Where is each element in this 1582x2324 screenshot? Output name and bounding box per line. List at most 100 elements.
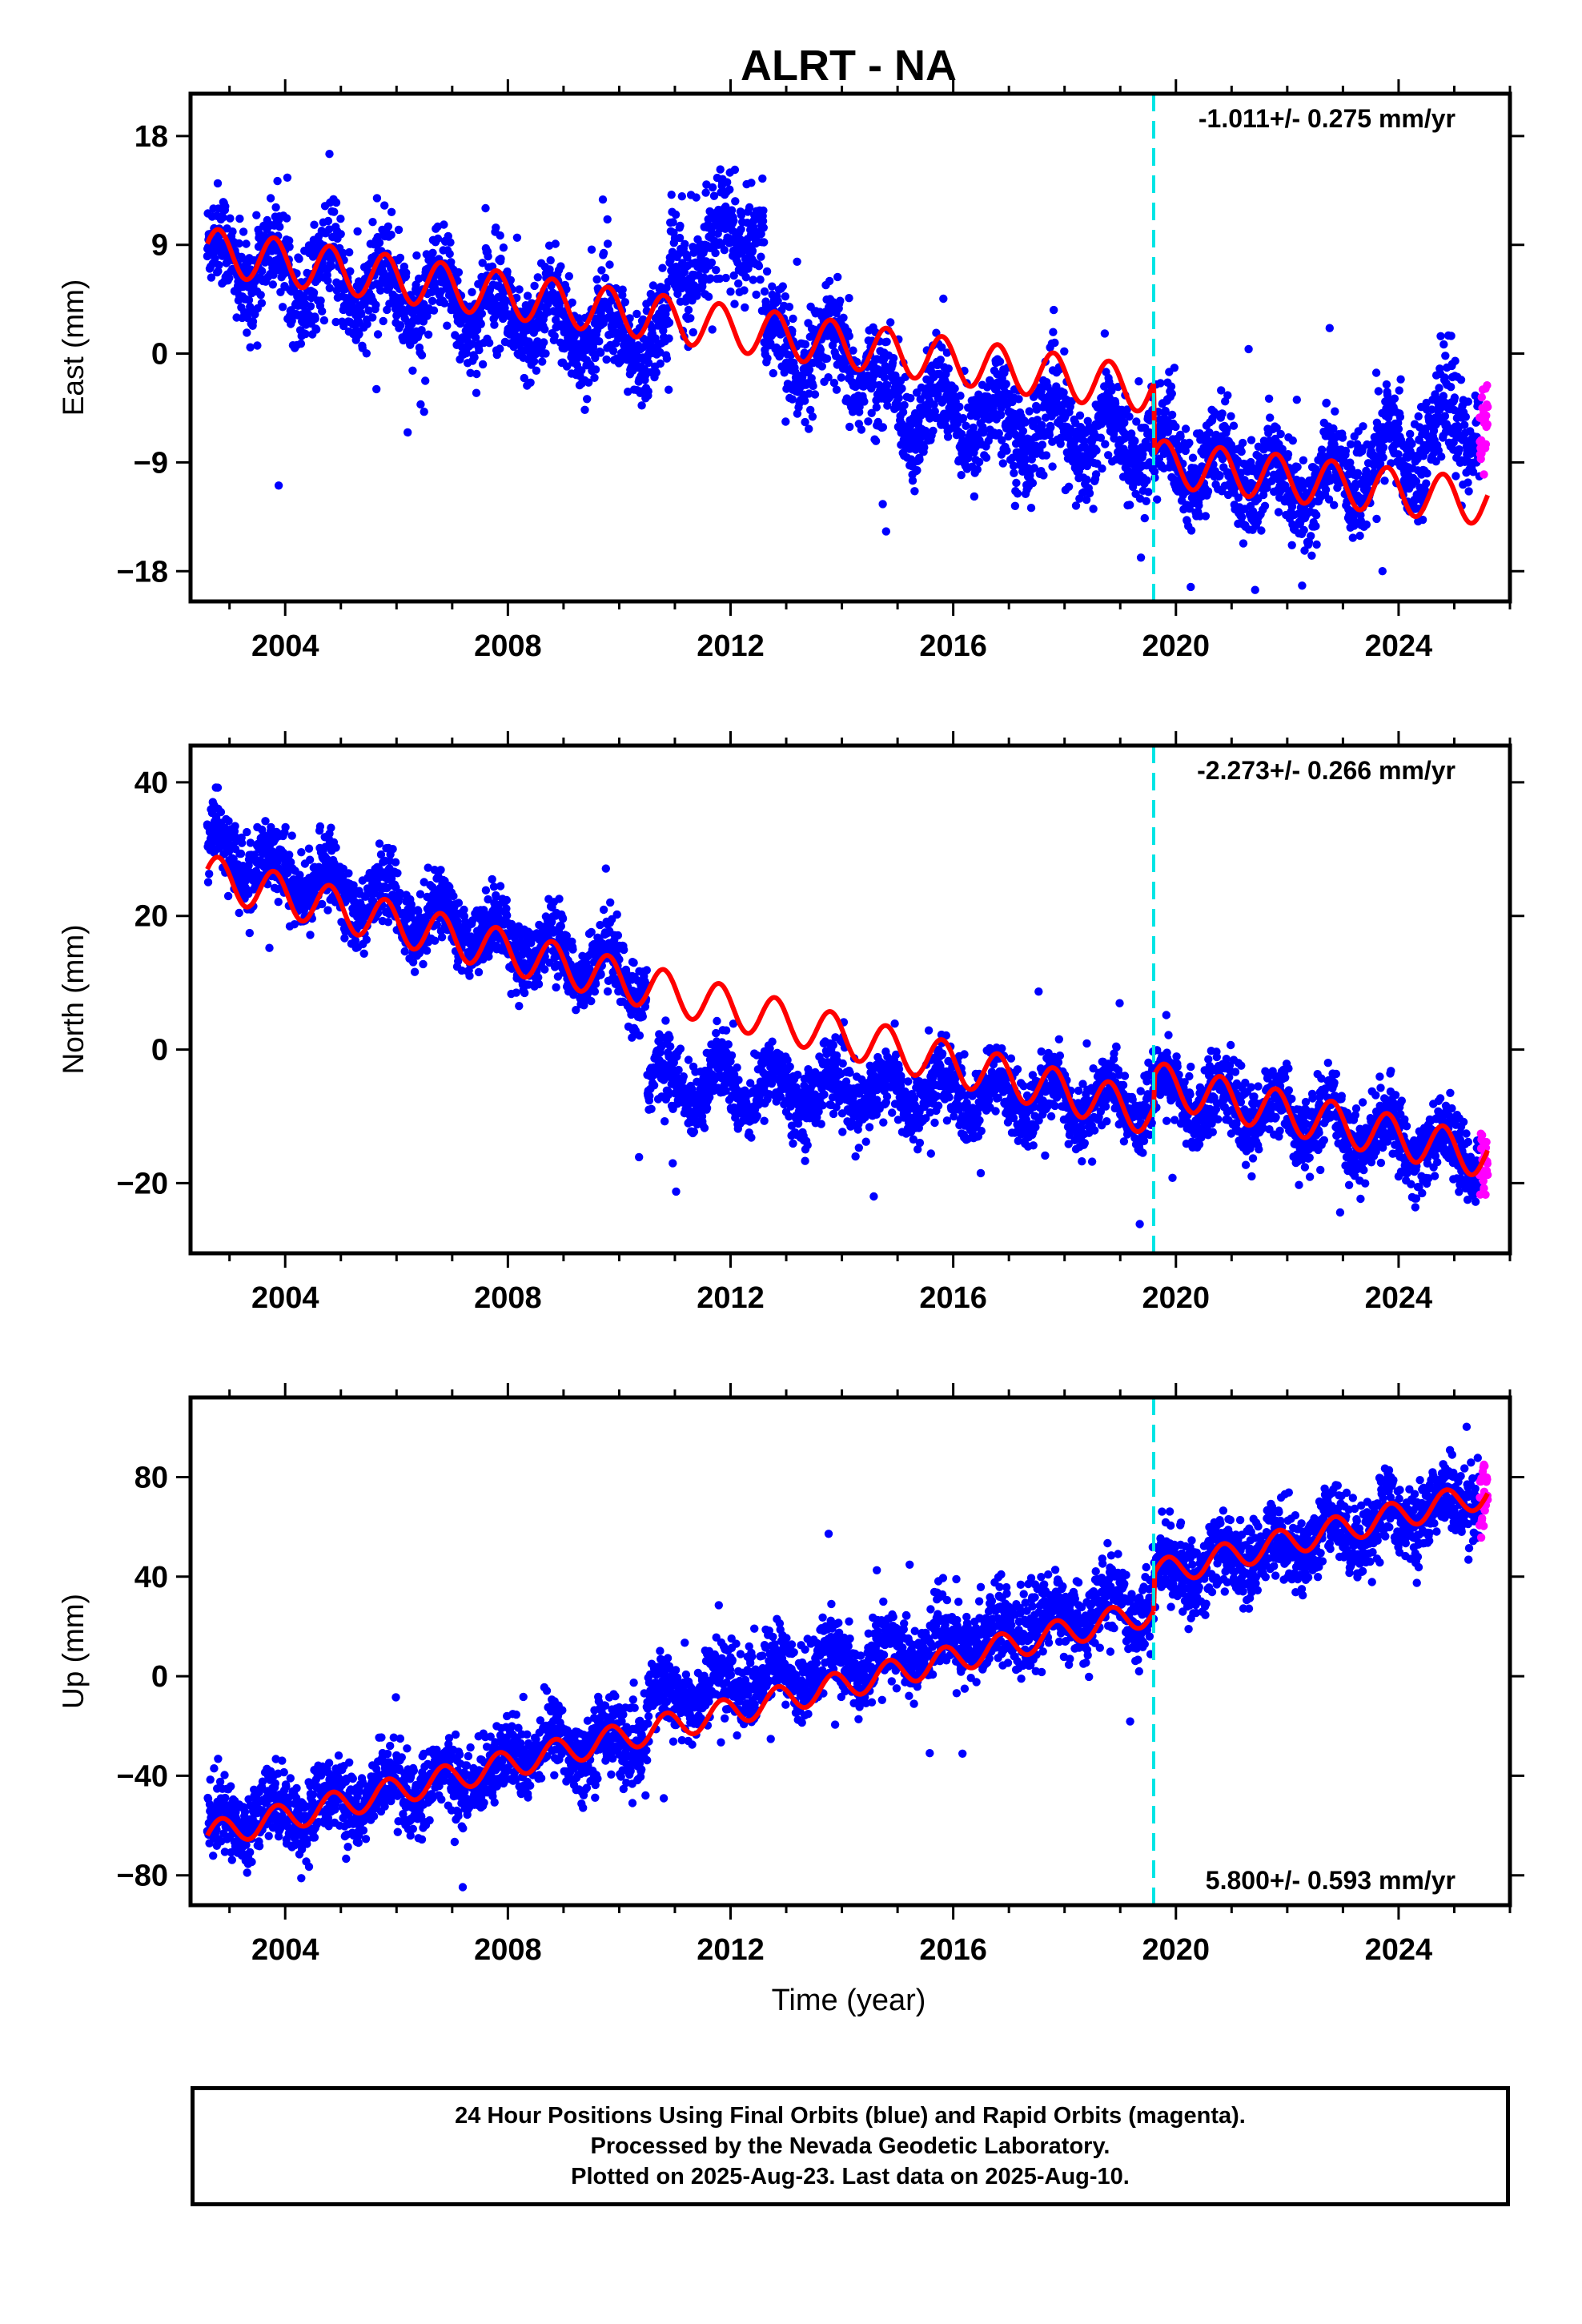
- final-orbit-point: [301, 329, 310, 339]
- final-orbit-point: [920, 443, 929, 452]
- final-orbit-point: [1447, 332, 1456, 340]
- final-orbit-point: [759, 223, 768, 232]
- final-orbit-point: [1039, 471, 1048, 480]
- final-orbit-point: [1437, 452, 1446, 461]
- final-orbit-point: [309, 288, 319, 297]
- final-orbit-point: [550, 332, 559, 340]
- final-orbit-point: [278, 303, 287, 312]
- final-orbit-point: [998, 436, 1006, 444]
- final-orbit-point: [1322, 398, 1331, 408]
- final-orbit-point: [1378, 567, 1387, 576]
- final-orbit-point: [285, 236, 294, 245]
- final-orbit-point: [958, 414, 968, 423]
- final-orbit-point: [336, 230, 345, 239]
- final-orbit-point: [433, 234, 443, 243]
- final-orbit-point: [860, 397, 869, 406]
- final-orbit-point: [725, 185, 734, 194]
- final-orbit-point: [496, 344, 504, 353]
- final-orbit-point: [362, 349, 371, 358]
- final-orbit-point: [974, 457, 984, 467]
- final-orbit-point: [380, 201, 389, 210]
- final-orbit-point: [436, 866, 445, 875]
- final-orbit-point: [956, 392, 965, 400]
- x-tick-label: 2012: [697, 629, 765, 663]
- final-orbit-point: [1018, 427, 1028, 436]
- rapid-orbit-point: [1477, 392, 1487, 402]
- final-orbit-point: [881, 527, 891, 536]
- final-orbit-point: [749, 275, 757, 284]
- final-orbit-point: [793, 409, 802, 418]
- final-orbit-point: [1414, 412, 1423, 421]
- final-orbit-point: [492, 223, 500, 232]
- final-orbit-point: [1456, 376, 1466, 384]
- final-orbit-point: [671, 210, 681, 219]
- final-orbit-point: [1032, 405, 1042, 414]
- final-orbit-point: [936, 356, 946, 364]
- final-orbit-point: [503, 267, 512, 276]
- final-orbit-point: [731, 197, 740, 206]
- final-orbit-point: [244, 296, 254, 304]
- final-orbit-point: [1288, 436, 1298, 445]
- final-orbit-point: [447, 258, 456, 267]
- final-orbit-point: [506, 275, 515, 284]
- final-orbit-point: [1341, 446, 1351, 456]
- final-orbit-point: [1237, 513, 1247, 521]
- final-orbit-point: [353, 227, 362, 236]
- final-orbit-point: [530, 357, 539, 366]
- final-orbit-point: [1038, 440, 1047, 449]
- final-orbit-point: [1022, 455, 1030, 464]
- final-orbit-point: [1422, 479, 1431, 488]
- final-orbit-point: [1455, 445, 1464, 454]
- final-orbit-point: [274, 898, 283, 907]
- final-orbit-point: [1237, 447, 1246, 456]
- final-orbit-point: [1244, 344, 1253, 354]
- rapid-orbit-point: [1483, 381, 1492, 390]
- final-orbit-point: [375, 238, 384, 247]
- final-orbit-point: [226, 214, 235, 223]
- final-orbit-point: [1355, 531, 1364, 541]
- final-orbit-point: [1461, 412, 1471, 421]
- final-orbit-point: [1307, 551, 1316, 560]
- final-orbit-point: [1299, 525, 1308, 535]
- final-orbit-point: [1266, 413, 1275, 422]
- final-orbit-point: [712, 266, 721, 275]
- final-orbit-point: [1276, 429, 1285, 439]
- final-orbit-point: [763, 354, 772, 363]
- final-orbit-point: [882, 380, 892, 390]
- final-orbit-point: [1379, 453, 1387, 462]
- final-orbit-point: [1075, 411, 1085, 420]
- final-orbit-point: [1450, 393, 1460, 402]
- final-orbit-point: [982, 453, 991, 462]
- final-orbit-point: [1451, 356, 1460, 365]
- final-orbit-point: [620, 298, 629, 307]
- final-orbit-point: [239, 227, 248, 236]
- final-orbit-point: [295, 255, 303, 263]
- final-orbit-point: [740, 286, 749, 295]
- final-orbit-point: [702, 180, 711, 189]
- final-orbit-point: [221, 202, 230, 211]
- final-orbit-point: [797, 372, 807, 382]
- final-orbit-point: [242, 239, 251, 248]
- final-orbit-point: [1181, 424, 1191, 433]
- final-orbit-point: [1311, 521, 1320, 531]
- final-orbit-point: [1002, 380, 1010, 388]
- final-orbit-point: [768, 282, 777, 291]
- final-orbit-point: [556, 262, 565, 271]
- final-orbit-point: [1142, 476, 1151, 485]
- final-orbit-point: [1331, 407, 1339, 416]
- final-orbit-point: [1080, 605, 1088, 613]
- final-orbit-point: [213, 783, 223, 792]
- final-orbit-point: [729, 216, 738, 226]
- final-orbit-point: [376, 286, 385, 295]
- final-orbit-point: [1026, 504, 1036, 513]
- final-orbit-point: [1307, 532, 1315, 541]
- final-orbit-point: [889, 354, 898, 363]
- final-orbit-point: [336, 215, 345, 223]
- final-orbit-point: [355, 329, 363, 339]
- final-orbit-point: [839, 313, 848, 322]
- final-orbit-point: [1321, 485, 1331, 494]
- final-orbit-point: [706, 274, 715, 283]
- x-tick-label: 2020: [1142, 629, 1211, 663]
- final-orbit-point: [1161, 448, 1170, 457]
